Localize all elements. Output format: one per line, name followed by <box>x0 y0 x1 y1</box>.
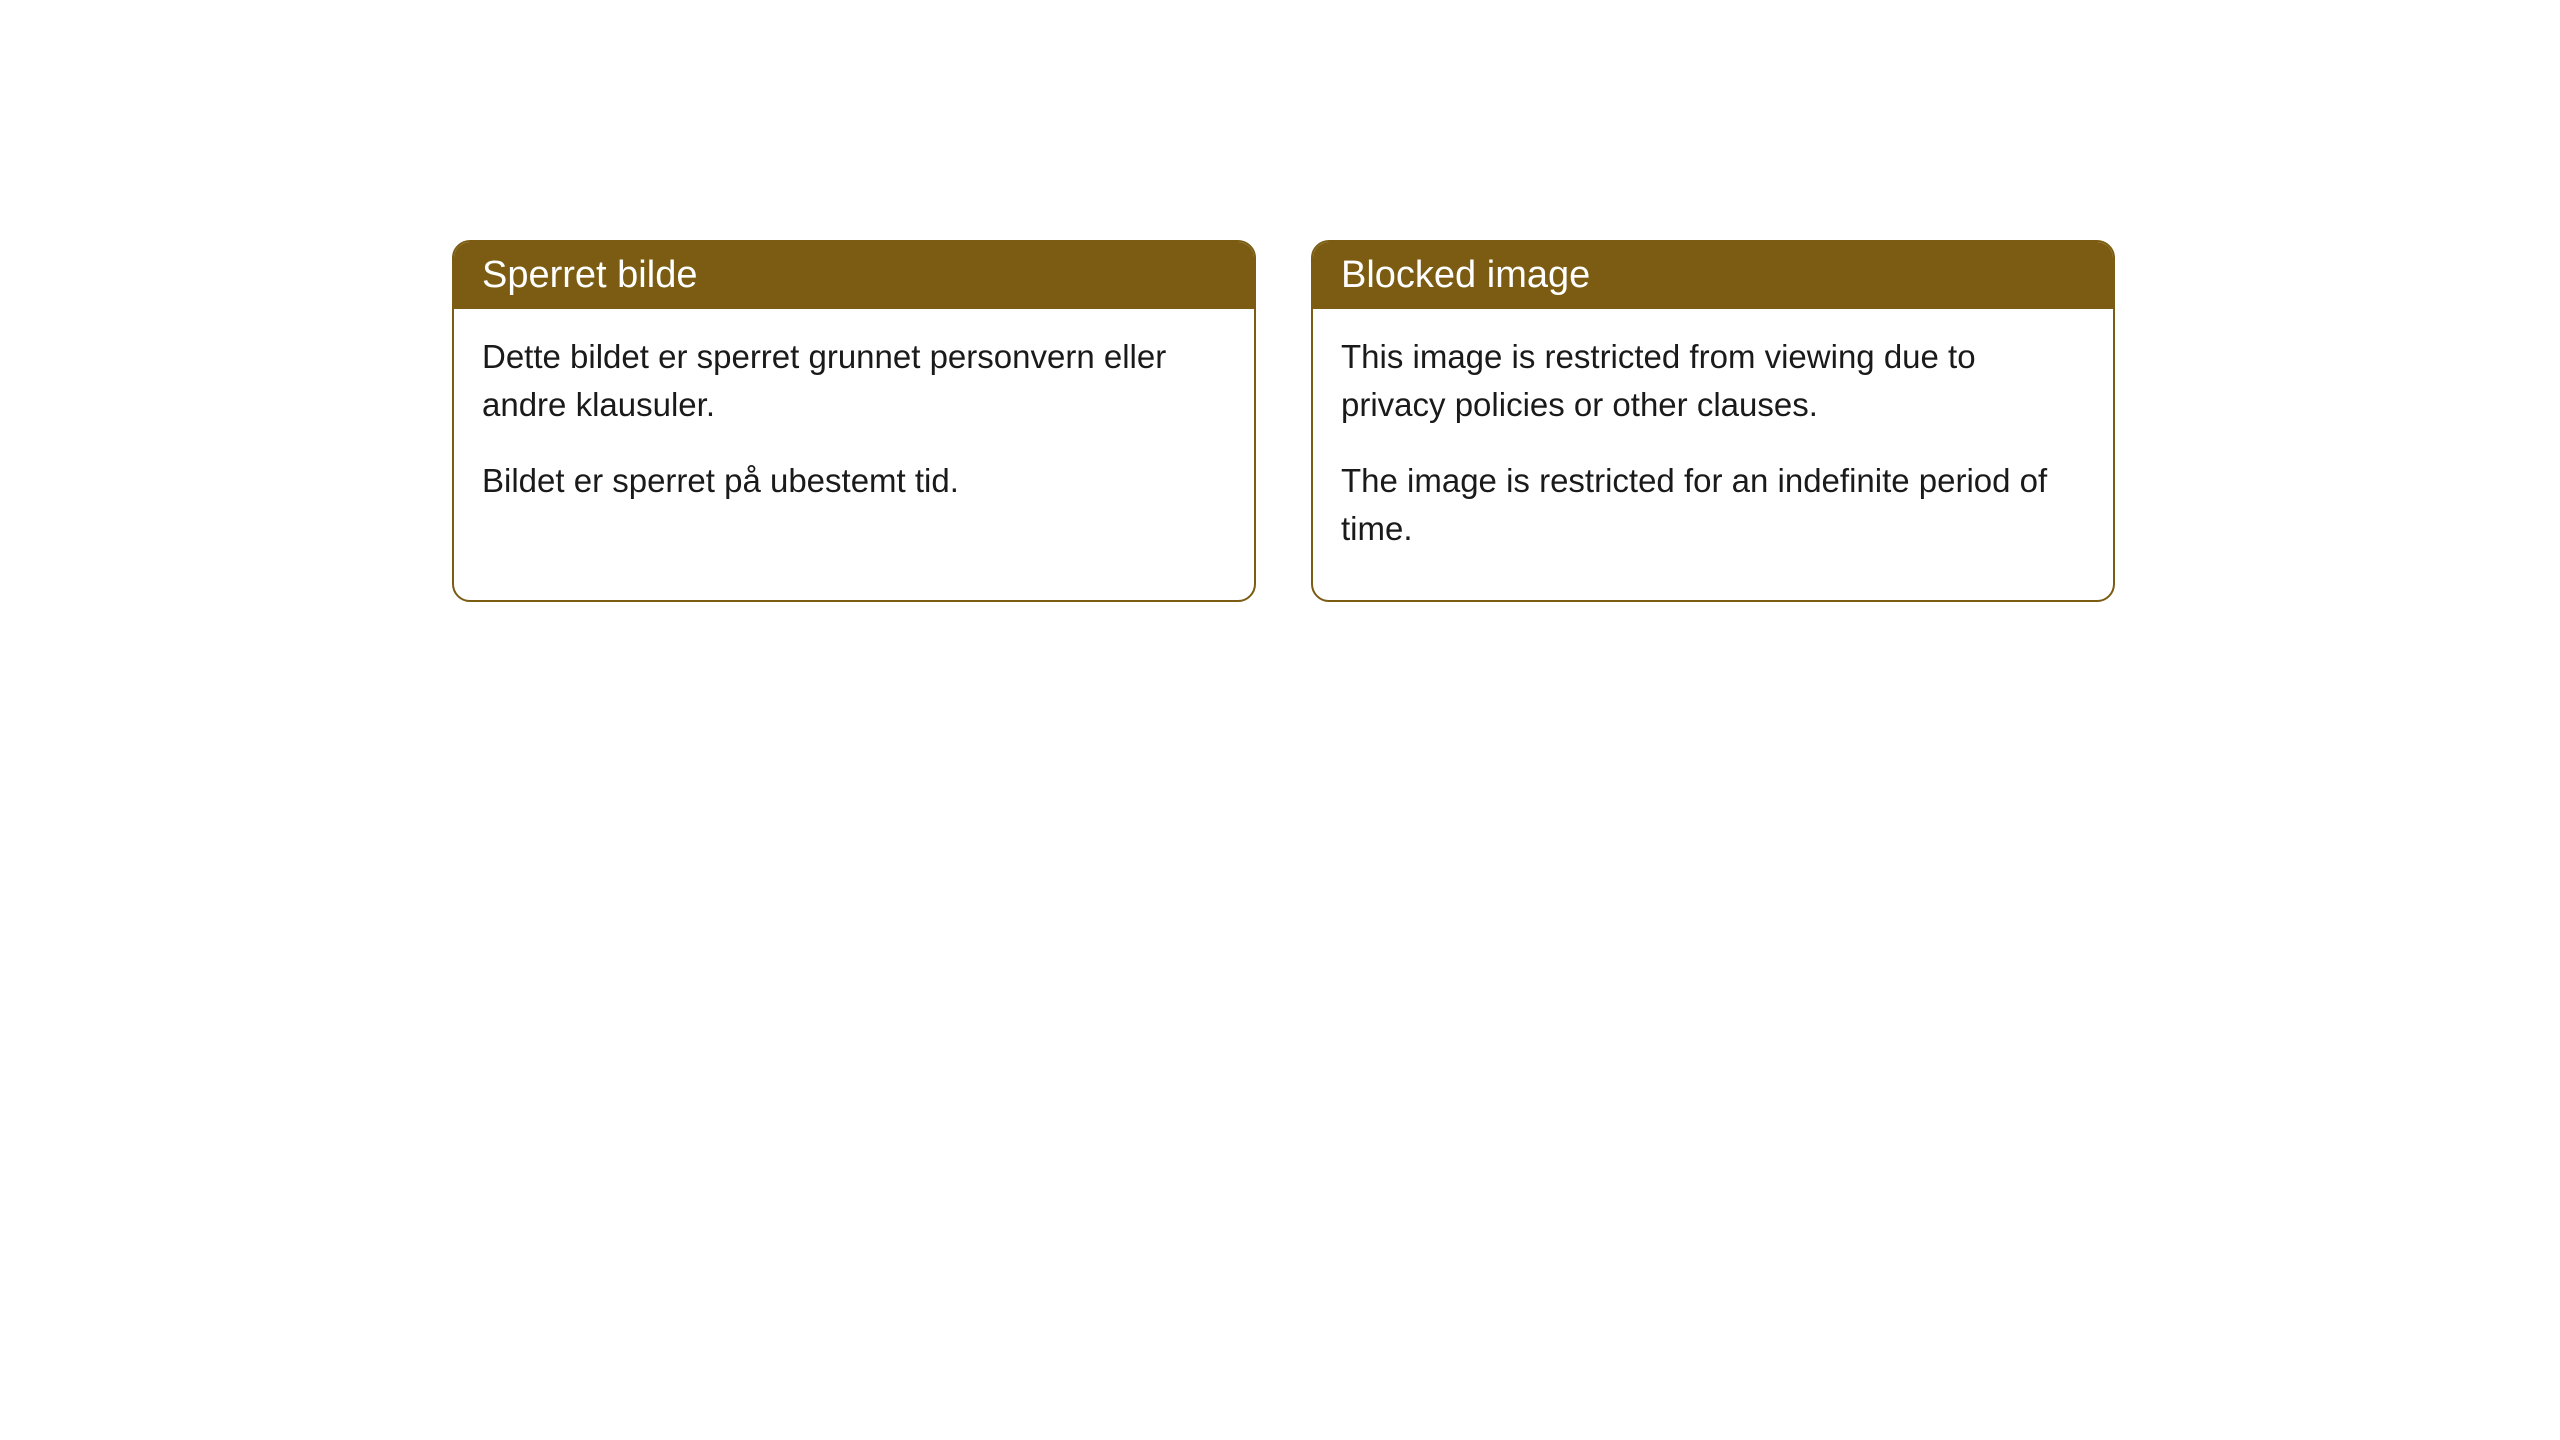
card-paragraph2-english: The image is restricted for an indefinit… <box>1341 457 2085 553</box>
cards-container: Sperret bilde Dette bildet er sperret gr… <box>452 240 2115 602</box>
card-english: Blocked image This image is restricted f… <box>1311 240 2115 602</box>
card-body-english: This image is restricted from viewing du… <box>1313 309 2113 600</box>
card-title-norwegian: Sperret bilde <box>482 254 697 296</box>
card-header-norwegian: Sperret bilde <box>454 242 1254 309</box>
card-header-english: Blocked image <box>1313 242 2113 309</box>
card-paragraph1-norwegian: Dette bildet er sperret grunnet personve… <box>482 333 1226 429</box>
card-paragraph1-english: This image is restricted from viewing du… <box>1341 333 2085 429</box>
card-paragraph2-norwegian: Bildet er sperret på ubestemt tid. <box>482 457 1226 505</box>
card-norwegian: Sperret bilde Dette bildet er sperret gr… <box>452 240 1256 602</box>
card-body-norwegian: Dette bildet er sperret grunnet personve… <box>454 309 1254 553</box>
card-title-english: Blocked image <box>1341 254 1590 296</box>
